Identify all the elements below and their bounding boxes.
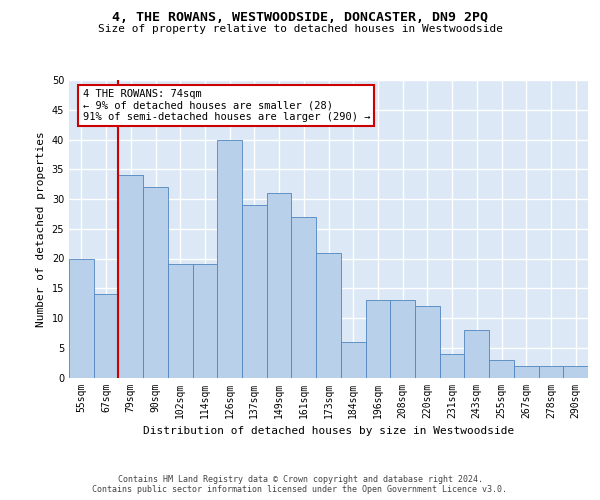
Bar xyxy=(94,294,118,378)
Bar xyxy=(168,264,193,378)
Bar xyxy=(217,140,242,378)
Bar xyxy=(69,258,94,378)
Bar xyxy=(143,187,168,378)
Text: 4 THE ROWANS: 74sqm
← 9% of detached houses are smaller (28)
91% of semi-detache: 4 THE ROWANS: 74sqm ← 9% of detached hou… xyxy=(83,89,370,122)
Text: Contains HM Land Registry data © Crown copyright and database right 2024.
Contai: Contains HM Land Registry data © Crown c… xyxy=(92,474,508,494)
Bar xyxy=(365,300,390,378)
Bar xyxy=(539,366,563,378)
Bar xyxy=(514,366,539,378)
Bar xyxy=(118,175,143,378)
Bar xyxy=(292,217,316,378)
Text: 4, THE ROWANS, WESTWOODSIDE, DONCASTER, DN9 2PQ: 4, THE ROWANS, WESTWOODSIDE, DONCASTER, … xyxy=(112,11,488,24)
Bar xyxy=(341,342,365,378)
Y-axis label: Number of detached properties: Number of detached properties xyxy=(36,131,46,326)
Bar xyxy=(242,205,267,378)
Bar xyxy=(440,354,464,378)
X-axis label: Distribution of detached houses by size in Westwoodside: Distribution of detached houses by size … xyxy=(143,426,514,436)
Bar xyxy=(193,264,217,378)
Bar xyxy=(489,360,514,378)
Bar xyxy=(390,300,415,378)
Text: Size of property relative to detached houses in Westwoodside: Size of property relative to detached ho… xyxy=(97,24,503,34)
Bar xyxy=(316,252,341,378)
Bar xyxy=(563,366,588,378)
Bar xyxy=(415,306,440,378)
Bar xyxy=(267,193,292,378)
Bar xyxy=(464,330,489,378)
